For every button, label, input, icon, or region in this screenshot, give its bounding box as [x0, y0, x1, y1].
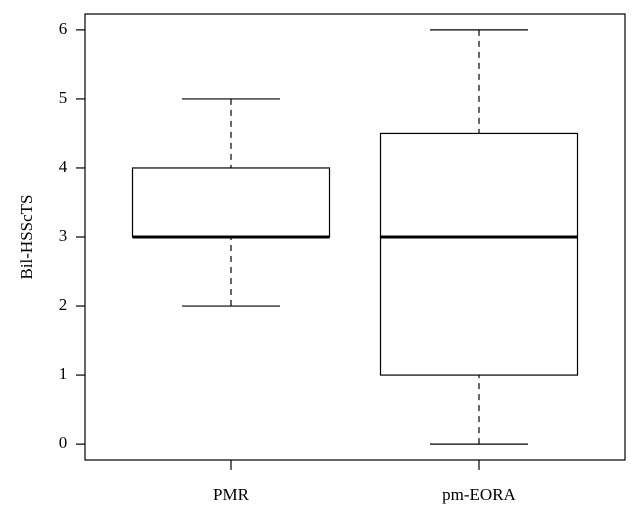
y-axis-label: Bil-HSScTS	[17, 194, 36, 279]
x-tick-label: pm-EORA	[442, 485, 516, 504]
y-tick-label: 6	[59, 19, 68, 38]
y-tick-label: 2	[59, 295, 68, 314]
y-tick-label: 5	[59, 88, 68, 107]
box	[379, 132, 579, 376]
y-tick-label: 4	[59, 157, 68, 176]
box	[131, 167, 331, 238]
y-tick-label: 1	[59, 364, 68, 383]
x-tick-label: PMR	[213, 485, 250, 504]
y-tick-label: 3	[59, 226, 68, 245]
y-tick-label: 0	[59, 433, 68, 452]
